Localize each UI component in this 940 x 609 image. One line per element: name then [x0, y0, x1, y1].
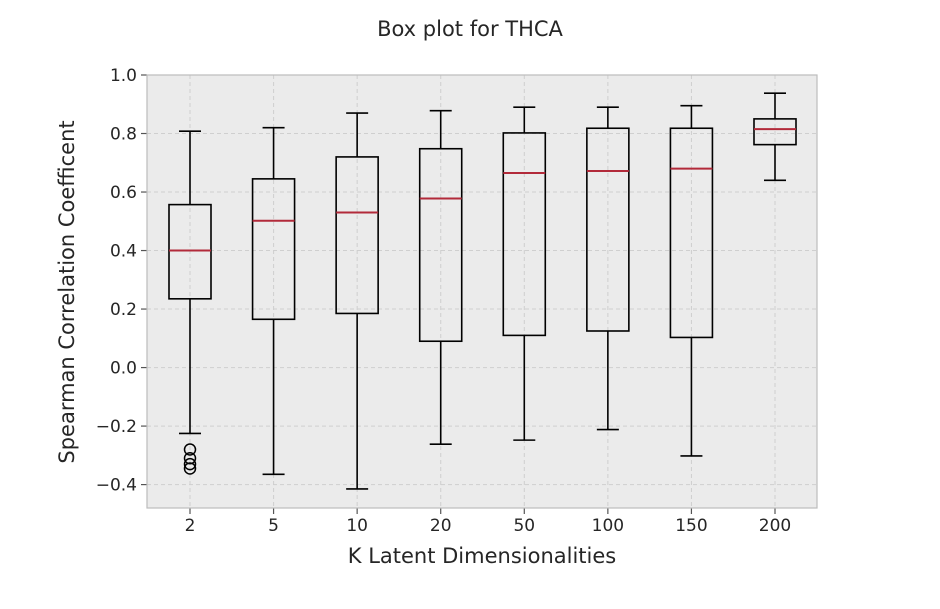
y-tick-label: −0.2 — [96, 417, 137, 437]
box-50 — [502, 106, 547, 441]
box-series — [168, 92, 797, 490]
chart-title: Box plot for THCA — [377, 17, 563, 41]
y-axis: −0.4 −0.2 0.0 0.2 0.4 0.6 0.8 1.0 — [96, 66, 147, 496]
x-axis-label: K Latent Dimensionalities — [348, 544, 616, 568]
y-tick-label: 0.6 — [110, 183, 137, 203]
box-150 — [669, 104, 714, 457]
plot-frame — [146, 74, 818, 509]
iqr-box — [586, 127, 630, 332]
outlier-point — [183, 462, 197, 475]
box-20 — [418, 109, 463, 446]
x-tick-label: 2 — [185, 516, 196, 536]
y-tick-label: 1.0 — [110, 66, 137, 86]
box-100 — [586, 106, 630, 431]
y-tick-label: −0.4 — [96, 476, 137, 496]
x-tick-label: 10 — [346, 516, 368, 536]
iqr-box — [669, 127, 714, 339]
y-tick-label: 0.8 — [110, 125, 137, 145]
x-tick-label: 20 — [430, 516, 452, 536]
box-5 — [251, 126, 296, 476]
y-tick-label: 0.2 — [110, 300, 137, 320]
iqr-box — [168, 203, 212, 300]
iqr-box — [418, 147, 463, 343]
box-2 — [168, 130, 212, 475]
plot-area — [147, 75, 817, 508]
iqr-box — [753, 118, 797, 146]
x-tick-label: 5 — [268, 516, 279, 536]
iqr-box — [502, 132, 547, 337]
x-tick-label: 100 — [592, 516, 624, 536]
x-tick-label: 150 — [675, 516, 707, 536]
y-axis-label: Spearman Correlation Coefficent — [55, 120, 79, 463]
x-axis: 2 5 10 20 50 100 150 200 — [185, 508, 791, 536]
iqr-box — [251, 178, 296, 321]
box-10 — [335, 112, 379, 490]
y-tick-label: 0.4 — [110, 242, 137, 262]
outlier-point — [183, 443, 197, 456]
y-tick-label: 0.0 — [110, 359, 137, 379]
x-tick-label: 50 — [513, 516, 535, 536]
x-tick-label: 200 — [759, 516, 791, 536]
outlier-point — [183, 457, 197, 471]
outlier-point — [183, 452, 197, 465]
iqr-box — [335, 156, 379, 315]
box-200 — [753, 92, 797, 182]
